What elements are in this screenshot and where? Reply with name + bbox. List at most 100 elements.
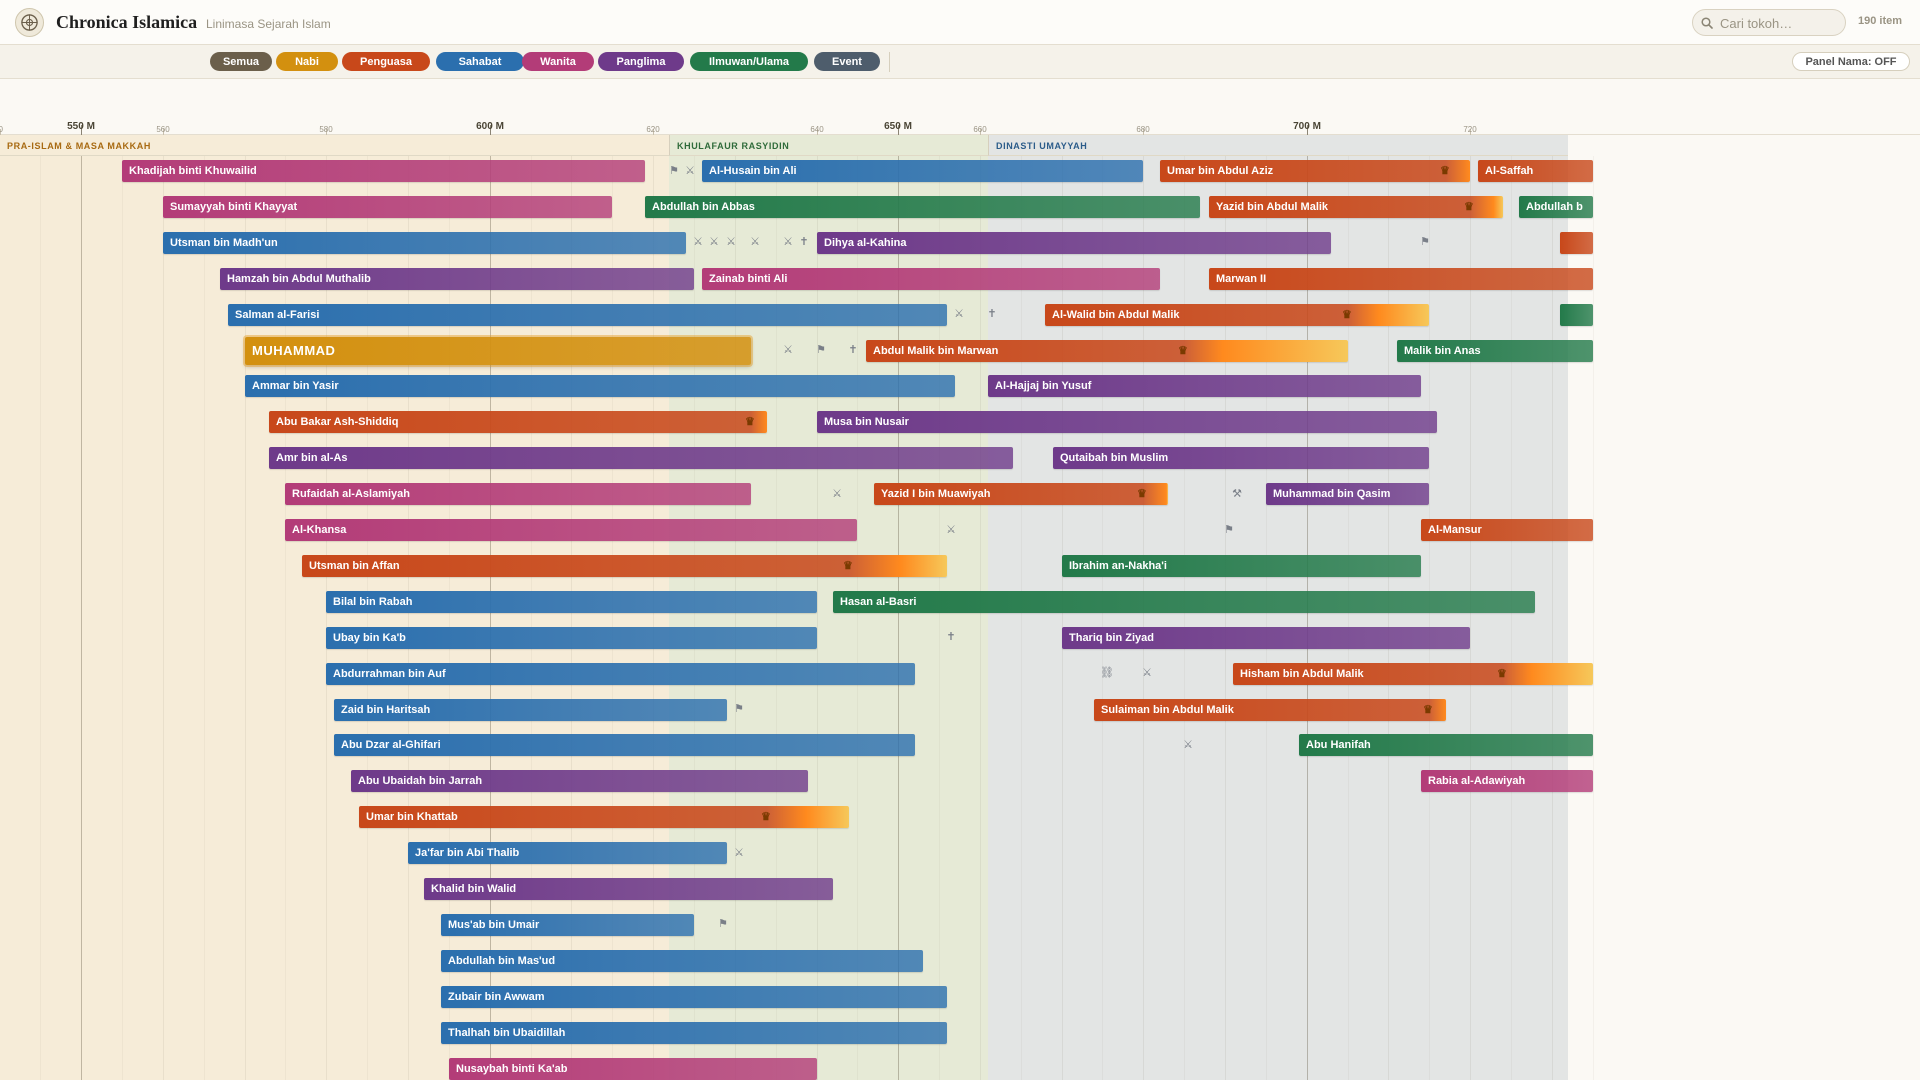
bar-muhammad[interactable]: MUHAMMAD [245, 336, 751, 365]
event-marker-icon[interactable]: ⚔ [1142, 667, 1152, 680]
bar-ja-far-bin-abi-thalib[interactable]: Ja'far bin Abi Thalib [408, 842, 727, 865]
bar-ammar-bin-yasir[interactable]: Ammar bin Yasir [245, 375, 955, 398]
era-label: PRA-ISLAM & MASA MAKKAH [7, 141, 151, 151]
bar-rabia-al-adawiyah[interactable]: Rabia al-Adawiyah [1421, 770, 1593, 793]
search-input[interactable] [1720, 14, 1840, 32]
bar-abdurrahman-bin-auf[interactable]: Abdurrahman bin Auf [326, 662, 915, 685]
name-panel-toggle[interactable]: Panel Nama: OFF [1792, 52, 1910, 71]
bar-amr-bin-al-as[interactable]: Amr bin al-As [269, 447, 1013, 470]
bar-hasan-al-basri[interactable]: Hasan al-Basri [833, 590, 1535, 613]
bar-label: Bilal bin Rabah [333, 595, 413, 608]
event-marker-icon[interactable]: ⚑ [1224, 523, 1234, 536]
bar-al-saffah[interactable]: Al-Saffah [1478, 160, 1593, 182]
bar-umar-bin-khattab[interactable]: Umar bin Khattab ♛ [359, 806, 849, 829]
event-marker-icon[interactable]: ⚑ [734, 703, 744, 715]
bar-abu-bakar-ash-shiddiq[interactable]: Abu Bakar Ash-Shiddiq ♛ [269, 411, 767, 434]
filter-chip-sahabat[interactable]: Sahabat [436, 52, 524, 71]
bar-abdul-malik-bin-marwan[interactable]: Abdul Malik bin Marwan ♛ [866, 339, 1348, 362]
event-marker-icon[interactable]: ⚔ [750, 236, 760, 249]
filter-chip-event[interactable]: Event [814, 52, 880, 71]
filter-chip-nabi[interactable]: Nabi [276, 52, 338, 71]
bar-mus-ab-bin-umair[interactable]: Mus'ab bin Umair [441, 913, 694, 936]
bar-yazid-i-bin-muawiyah[interactable]: Yazid I bin Muawiyah ♛ [874, 483, 1168, 506]
bar-al-hajjaj-bin-yusuf[interactable]: Al-Hajjaj bin Yusuf [988, 375, 1421, 398]
filter-chip-ilmuwan[interactable]: Ilmuwan/Ulama [690, 52, 808, 71]
bar-sumayyah-binti-khayyat[interactable]: Sumayyah binti Khayyat [163, 195, 612, 218]
event-marker-icon[interactable]: ⚒ [1232, 487, 1242, 500]
filter-chip-semua[interactable]: Semua [210, 52, 272, 71]
bar-ilmuwan[interactable] [1560, 303, 1593, 326]
bar-thalhah-bin-ubaidillah[interactable]: Thalhah bin Ubaidillah [441, 1021, 947, 1044]
event-marker-icon[interactable]: ⚔ [693, 236, 703, 249]
bar-ibrahim-an-nakha-i[interactable]: Ibrahim an-Nakha'i [1062, 554, 1421, 577]
event-marker-icon[interactable]: ⚔ [783, 344, 793, 356]
event-marker-icon[interactable]: ⚑ [816, 344, 826, 356]
bar-khalid-bin-walid[interactable]: Khalid bin Walid [424, 878, 833, 900]
event-marker-icon[interactable]: ✝ [799, 236, 809, 249]
search-box[interactable] [1692, 9, 1846, 36]
bar-utsman-bin-affan[interactable]: Utsman bin Affan ♛ [302, 554, 947, 577]
bar-abu-hanifah[interactable]: Abu Hanifah [1299, 734, 1593, 757]
filter-chip-penguasa[interactable]: Penguasa [342, 52, 430, 71]
gridline [857, 156, 858, 1080]
event-marker-icon[interactable]: ✝ [987, 308, 997, 321]
bar-nusaybah-binti-ka-ab[interactable]: Nusaybah binti Ka'ab [449, 1057, 817, 1080]
bar-malik-bin-anas[interactable]: Malik bin Anas [1397, 339, 1593, 362]
bar-zubair-bin-awwam[interactable]: Zubair bin Awwam [441, 985, 947, 1008]
bar-al-mansur[interactable]: Al-Mansur [1421, 519, 1593, 541]
event-marker-icon[interactable]: ✝ [946, 631, 956, 644]
bar-rufaidah-al-aslamiyah[interactable]: Rufaidah al-Aslamiyah [285, 483, 751, 506]
bar-yazid-bin-abdul-malik[interactable]: Yazid bin Abdul Malik ♛ [1209, 195, 1503, 218]
bar-abu-dzar-al-ghifari[interactable]: Abu Dzar al-Ghifari [334, 734, 915, 757]
bar-marwan-ii[interactable]: Marwan II [1209, 267, 1593, 290]
bar-penguasa[interactable] [1560, 231, 1593, 254]
bar-musa-bin-nusair[interactable]: Musa bin Nusair [817, 411, 1437, 434]
event-marker-icon[interactable]: ✝ [848, 344, 858, 356]
bar-umar-bin-abdul-aziz[interactable]: Umar bin Abdul Aziz ♛ [1160, 160, 1470, 182]
event-marker-icon[interactable]: ⚔ [954, 308, 964, 321]
filter-chip-wanita[interactable]: Wanita [522, 52, 594, 71]
bar-dihya-al-kahina[interactable]: Dihya al-Kahina [817, 231, 1331, 254]
bar-khadijah-binti-khuwailid[interactable]: Khadijah binti Khuwailid [122, 160, 645, 182]
bar-label: Salman al-Farisi [235, 308, 320, 321]
bar-ubay-bin-ka-b[interactable]: Ubay bin Ka'b [326, 626, 817, 649]
event-marker-icon[interactable]: ⚔ [726, 236, 736, 249]
bar-thariq-bin-ziyad[interactable]: Thariq bin Ziyad [1062, 626, 1470, 649]
bar-salman-al-farisi[interactable]: Salman al-Farisi [228, 303, 947, 326]
bar-label: Al-Khansa [292, 524, 347, 536]
bar-zaid-bin-haritsah[interactable]: Zaid bin Haritsah [334, 698, 727, 721]
event-marker-icon[interactable]: ⚔ [946, 523, 956, 536]
event-marker-icon[interactable]: ⚔ [685, 164, 695, 177]
bar-al-husain-bin-ali[interactable]: Al-Husain bin Ali [702, 160, 1143, 182]
event-marker-icon[interactable]: ⚑ [718, 918, 728, 931]
bar-sulaiman-bin-abdul-malik[interactable]: Sulaiman bin Abdul Malik ♛ [1094, 698, 1446, 721]
bar-hamzah-bin-abdul-muthalib[interactable]: Hamzah bin Abdul Muthalib [220, 267, 694, 290]
bar-al-walid-bin-abdul-malik[interactable]: Al-Walid bin Abdul Malik ♛ [1045, 303, 1429, 326]
bar-abdullah-bin-mas-ud[interactable]: Abdullah bin Mas'ud [441, 949, 923, 972]
bar-hisham-bin-abdul-malik[interactable]: Hisham bin Abdul Malik ♛ [1233, 662, 1593, 685]
gridline [571, 156, 572, 1080]
bar-utsman-bin-madh-un[interactable]: Utsman bin Madh'un [163, 231, 686, 254]
timeline-view[interactable]: 40 550 M 560 580 600 M 620 640 650 M 660 680 700 M… [0, 79, 1920, 1080]
event-marker-icon[interactable]: ⚑ [669, 164, 679, 177]
app-title: Chronica Islamica [56, 12, 198, 32]
event-marker-icon[interactable]: ⛓ [1100, 667, 1114, 680]
bar-abdullah-bin-abbas[interactable]: Abdullah bin Abbas [645, 195, 1200, 218]
event-marker-icon[interactable]: ⚑ [1420, 236, 1430, 249]
bar-zainab-binti-ali[interactable]: Zainab binti Ali [702, 267, 1160, 290]
event-marker-icon[interactable]: ⚔ [709, 236, 719, 249]
bar-abdullah-b[interactable]: Abdullah b [1519, 195, 1593, 218]
bar-al-khansa[interactable]: Al-Khansa [285, 519, 857, 541]
bar-bilal-bin-rabah[interactable]: Bilal bin Rabah [326, 590, 817, 613]
event-marker-icon[interactable]: ⚔ [832, 487, 842, 500]
filter-chip-panglima[interactable]: Panglima [598, 52, 684, 71]
bar-label: Marwan II [1216, 272, 1267, 285]
bar-qutaibah-bin-muslim[interactable]: Qutaibah bin Muslim [1053, 447, 1429, 470]
event-marker-icon[interactable]: ⚔ [1183, 738, 1193, 751]
bar-abu-ubaidah-bin-jarrah[interactable]: Abu Ubaidah bin Jarrah [351, 770, 808, 793]
event-marker-icon[interactable]: ⚔ [734, 846, 744, 859]
bar-label: Abdul Malik bin Marwan [873, 344, 999, 357]
bar-muhammad-bin-qasim[interactable]: Muhammad bin Qasim [1266, 483, 1429, 506]
event-marker-icon[interactable]: ⚔ [783, 236, 793, 249]
bar-label: Sumayyah binti Khayyat [170, 200, 298, 213]
